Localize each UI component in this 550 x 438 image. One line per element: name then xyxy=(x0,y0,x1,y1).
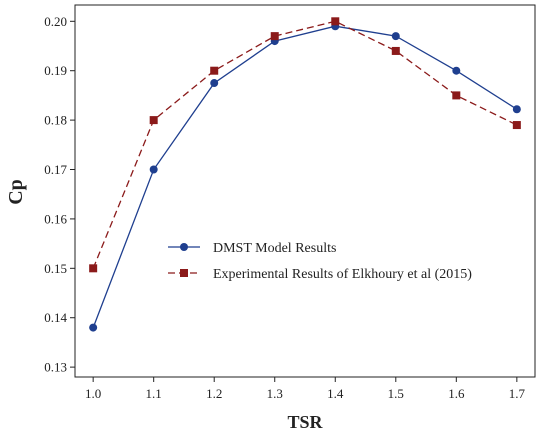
data-point-experimental xyxy=(512,121,521,130)
data-point-dmst xyxy=(210,79,219,88)
x-tick-label: 1.6 xyxy=(448,386,465,401)
legend-label-experimental: Experimental Results of Elkhoury et al (… xyxy=(213,267,472,282)
y-tick-label: 0.20 xyxy=(44,14,67,29)
plot-frame xyxy=(74,4,536,378)
data-point-experimental xyxy=(149,116,158,125)
y-tick-label: 0.19 xyxy=(44,63,67,78)
data-point-experimental xyxy=(452,91,461,100)
y-tick-label: 0.17 xyxy=(44,162,67,177)
series-line-experimental xyxy=(92,20,518,269)
x-tick-label: 1.4 xyxy=(327,386,344,401)
y-tick-label: 0.15 xyxy=(44,261,67,276)
data-point-experimental xyxy=(270,32,279,41)
data-point-experimental xyxy=(331,17,340,26)
legend-marker-dmst xyxy=(180,243,188,251)
x-tick-label: 1.2 xyxy=(206,386,222,401)
data-point-experimental xyxy=(210,66,219,75)
series-line-dmst xyxy=(92,25,518,328)
x-tick-label: 1.3 xyxy=(267,386,283,401)
legend-label-dmst: DMST Model Results xyxy=(213,241,336,256)
y-axis-title: Cp xyxy=(5,179,27,205)
x-tick-label: 1.0 xyxy=(85,386,101,401)
data-point-dmst xyxy=(149,165,158,174)
x-axis-title: TSR xyxy=(287,412,323,432)
x-tick-label: 1.7 xyxy=(509,386,526,401)
x-tick-label: 1.1 xyxy=(146,386,162,401)
data-point-experimental xyxy=(89,264,98,273)
y-tick-label: 0.18 xyxy=(44,113,67,128)
y-tick-label: 0.14 xyxy=(44,310,67,325)
x-axis: 1.0 1.1 1.2 1.3 1.4 1.5 1.6 1.7 xyxy=(85,377,525,401)
data-point-experimental xyxy=(391,46,400,55)
data-point-dmst xyxy=(89,323,98,332)
legend: DMST Model Results Experimental Results … xyxy=(168,241,472,282)
y-tick-label: 0.13 xyxy=(44,360,67,375)
x-tick-label: 1.5 xyxy=(388,386,404,401)
y-axis: 0.13 0.14 0.15 0.16 0.17 0.18 0.19 0.20 xyxy=(44,14,75,375)
legend-marker-experimental xyxy=(180,269,188,277)
data-point-dmst xyxy=(512,105,521,114)
data-point-dmst xyxy=(391,32,400,41)
data-point-dmst xyxy=(452,66,461,75)
series-layer xyxy=(89,17,521,332)
y-tick-label: 0.16 xyxy=(44,211,67,226)
